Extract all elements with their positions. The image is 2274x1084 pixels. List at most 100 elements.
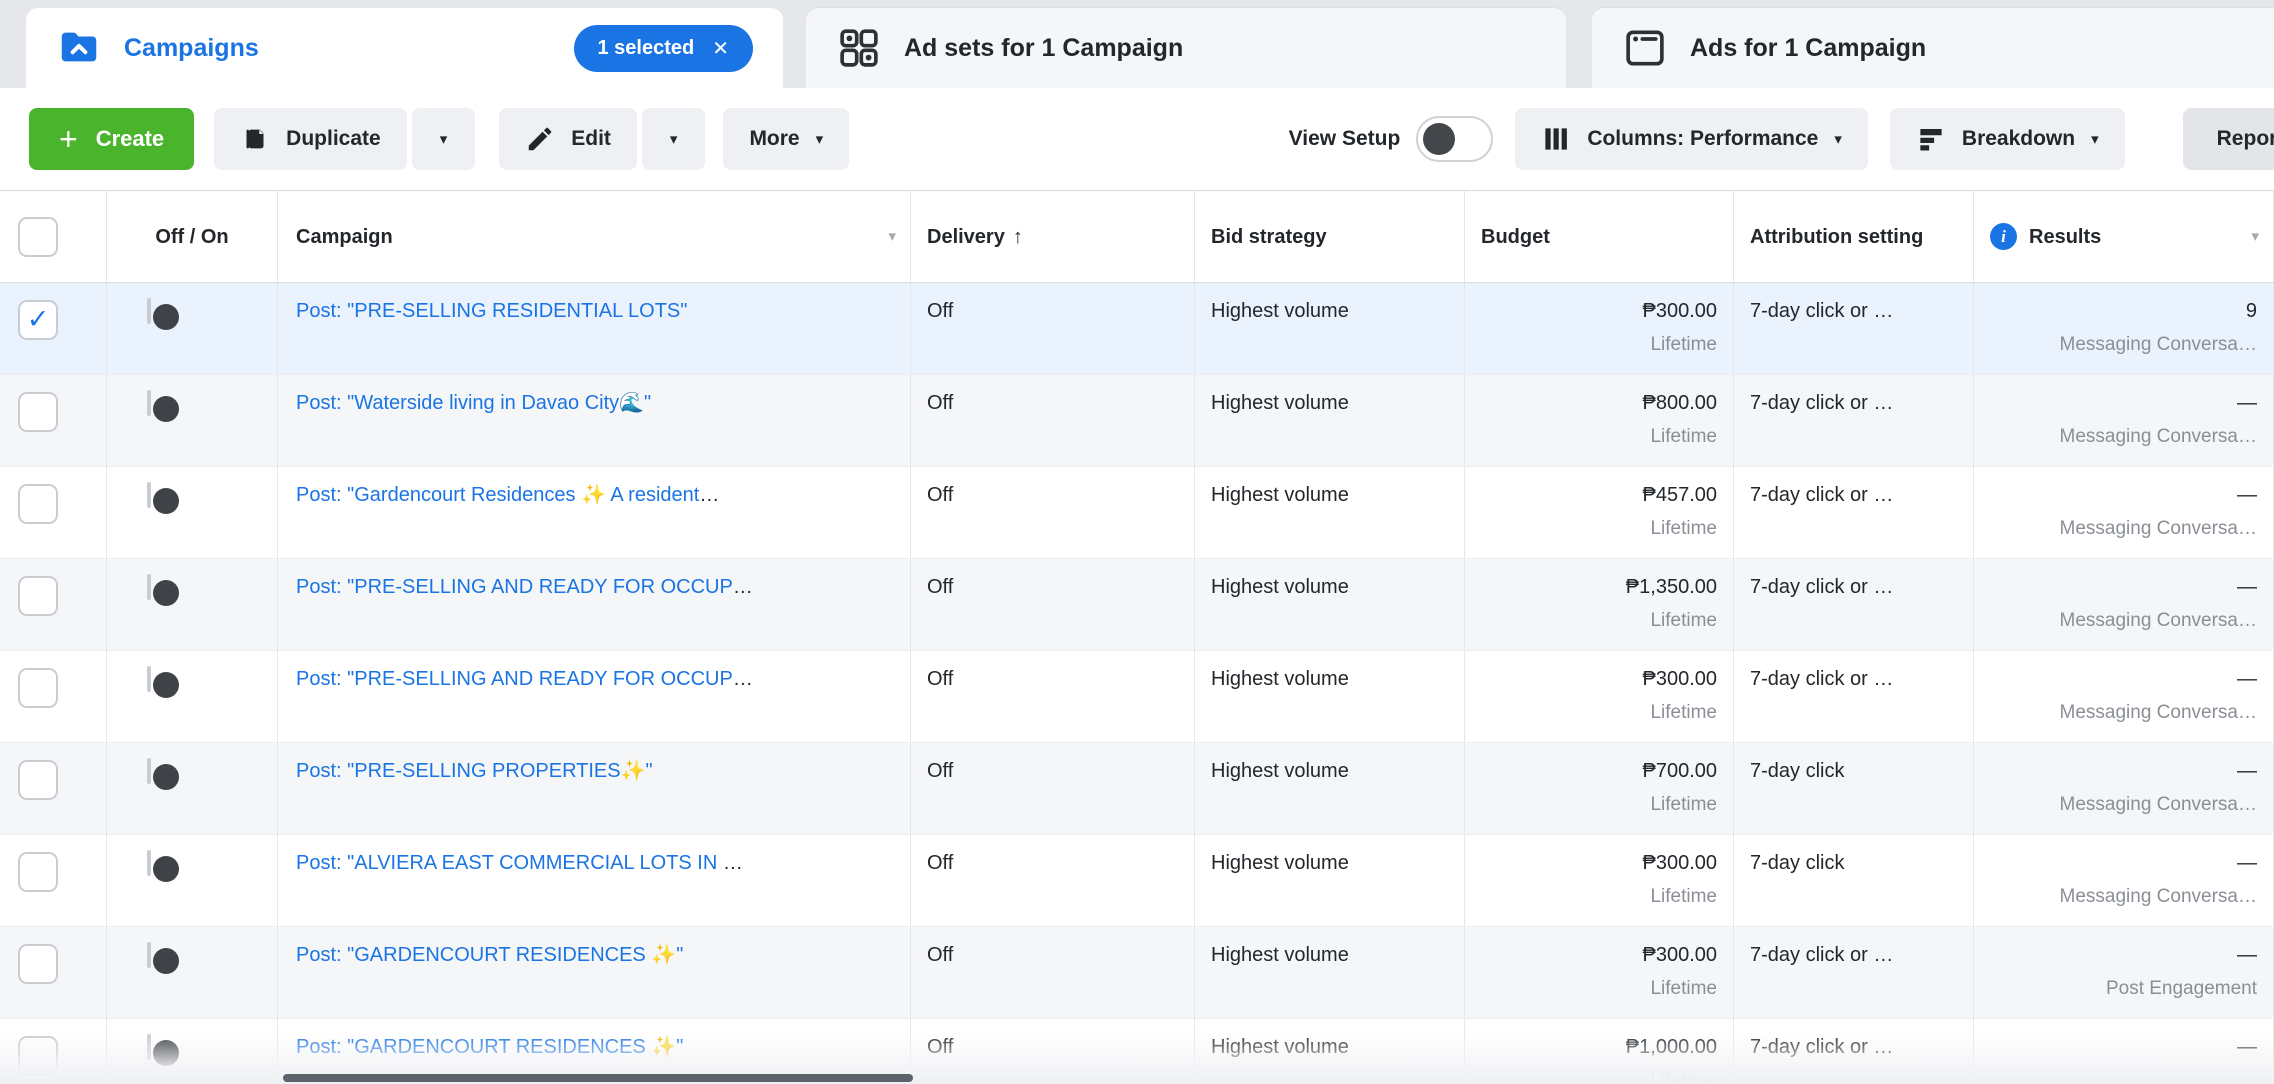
header-budget[interactable]: Budget (1465, 191, 1734, 282)
campaign-toggle-off[interactable] (147, 298, 179, 330)
row-checkbox[interactable] (18, 576, 58, 616)
row-checkbox[interactable] (18, 852, 58, 892)
campaign-cell: Post: "PRE-SELLING AND READY FOR OCCUP… (278, 559, 911, 650)
campaign-link[interactable]: Post: "PRE-SELLING AND READY FOR OCCUP (296, 576, 733, 598)
chevron-down-icon: ▾ (1834, 130, 1842, 148)
result-value: — (2237, 576, 2257, 598)
row-checkbox[interactable] (18, 1036, 58, 1076)
duplicate-button[interactable]: Duplicate (214, 108, 407, 170)
row-select-cell (0, 467, 107, 558)
budget-cell: ₱457.00 Lifetime (1465, 467, 1734, 558)
row-checkbox[interactable] (18, 484, 58, 524)
duplicate-dropdown-button[interactable]: ▾ (411, 108, 476, 170)
budget-type: Lifetime (1650, 610, 1717, 631)
table-body: Post: "PRE-SELLING RESIDENTIAL LOTS" Off… (0, 283, 2274, 1084)
campaign-link[interactable]: Post: "PRE-SELLING AND READY FOR OCCUP (296, 668, 733, 690)
tab-ads[interactable]: Ads for 1 Campaign (1592, 8, 2274, 88)
row-checkbox[interactable] (18, 944, 58, 984)
selected-count-label: 1 selected (597, 36, 695, 59)
campaign-toggle-off[interactable] (147, 942, 179, 974)
truncation-ellipsis: … (732, 668, 753, 690)
info-icon[interactable]: i (1990, 223, 2017, 250)
create-button[interactable]: + Create (29, 108, 195, 170)
result-type: Messaging Conversa… (2059, 702, 2257, 723)
header-delivery-label: Delivery (927, 225, 1005, 248)
delivery-cell: Off (911, 651, 1195, 742)
select-all-cell (0, 191, 107, 282)
chevron-down-icon: ▾ (815, 130, 824, 148)
header-delivery[interactable]: Delivery ↑ (911, 191, 1195, 282)
result-type: Messaging Conversa… (2059, 426, 2257, 447)
header-attribution[interactable]: Attribution setting (1734, 191, 1974, 282)
campaign-link[interactable]: Post: "PRE-SELLING PROPERTIES✨" (296, 760, 653, 782)
toggle-knob (153, 856, 179, 882)
selected-count-badge[interactable]: 1 selected ✕ (573, 24, 753, 72)
view-setup-label: View Setup (1288, 127, 1401, 150)
toggle-knob (153, 672, 179, 698)
header-bid-strategy[interactable]: Bid strategy (1195, 191, 1465, 282)
tab-ads-label: Ads for 1 Campaign (1690, 33, 1927, 62)
off-on-cell (107, 375, 278, 466)
sort-caret-icon[interactable]: ▾ (2251, 227, 2259, 245)
ad-sets-grid-icon (840, 29, 878, 67)
budget-type: Lifetime (1650, 1070, 1717, 1084)
result-value: — (2237, 944, 2257, 966)
campaign-link[interactable]: Post: "GARDENCOURT RESIDENCES ✨" (296, 944, 684, 966)
delivery-cell: Off (911, 283, 1195, 374)
campaign-toggle-off[interactable] (147, 390, 179, 422)
edit-dropdown-button[interactable]: ▾ (641, 108, 706, 170)
toggle-knob (1423, 123, 1456, 155)
header-off-on: Off / On (107, 191, 278, 282)
toggle-knob (153, 580, 179, 606)
row-checkbox[interactable] (18, 392, 58, 432)
campaign-toggle-off[interactable] (147, 666, 179, 698)
bid-strategy-cell: Highest volume (1195, 835, 1465, 926)
columns-button[interactable]: Columns: Performance ▾ (1515, 108, 1868, 170)
truncation-ellipsis: … (722, 852, 743, 874)
campaign-link[interactable]: Post: "ALVIERA EAST COMMERCIAL LOTS IN (296, 852, 723, 874)
campaign-link[interactable]: Post: "Waterside living in Davao City🌊" (296, 392, 652, 414)
more-button[interactable]: More ▾ (723, 108, 850, 170)
row-select-cell (0, 927, 107, 1018)
campaign-toggle-off[interactable] (147, 574, 179, 606)
header-campaign[interactable]: Campaign ▾ (278, 191, 911, 282)
campaign-link[interactable]: Post: "PRE-SELLING RESIDENTIAL LOTS" (296, 300, 688, 322)
campaign-link[interactable]: Post: "Gardencourt Residences ✨ A reside… (296, 484, 700, 506)
edit-button-label: Edit (571, 127, 611, 150)
campaign-toggle-off[interactable] (147, 850, 179, 882)
results-cell: — (1974, 1019, 2274, 1084)
table-row: Post: "Gardencourt Residences ✨ A reside… (0, 467, 2274, 559)
columns-button-label: Columns: Performance (1587, 127, 1819, 150)
attribution-cell: 7-day click or … (1734, 1019, 1974, 1084)
off-on-cell (107, 743, 278, 834)
edit-button[interactable]: Edit (499, 108, 637, 170)
budget-type: Lifetime (1650, 334, 1717, 355)
budget-type: Lifetime (1650, 518, 1717, 539)
campaign-toggle-off[interactable] (147, 482, 179, 514)
sort-caret-icon[interactable]: ▾ (888, 227, 896, 245)
horizontal-scrollbar-thumb[interactable] (283, 1074, 913, 1082)
attribution-cell: 7-day click or … (1734, 559, 1974, 650)
row-select-cell (0, 651, 107, 742)
reports-button[interactable]: Reports (2182, 108, 2274, 170)
row-select-cell (0, 559, 107, 650)
campaign-link[interactable]: Post: "GARDENCOURT RESIDENCES ✨" (296, 1036, 684, 1058)
sort-ascending-icon: ↑ (1012, 225, 1023, 248)
campaign-toggle-off[interactable] (147, 1034, 179, 1066)
view-setup-toggle[interactable] (1416, 116, 1494, 162)
header-results[interactable]: i Results ▾ (1974, 191, 2274, 282)
budget-amount: ₱300.00 (1642, 944, 1717, 966)
tab-campaigns[interactable]: Campaigns 1 selected ✕ (26, 8, 783, 88)
badge-close-icon[interactable]: ✕ (712, 37, 729, 60)
campaign-toggle-off[interactable] (147, 758, 179, 790)
delivery-cell: Off (911, 927, 1195, 1018)
campaign-cell: Post: "PRE-SELLING PROPERTIES✨" (278, 743, 911, 834)
select-all-checkbox[interactable] (18, 216, 58, 257)
row-checkbox-checked[interactable] (18, 300, 58, 340)
row-checkbox[interactable] (18, 760, 58, 800)
columns-icon (1545, 128, 1568, 150)
row-checkbox[interactable] (18, 668, 58, 708)
tab-ad-sets[interactable]: Ad sets for 1 Campaign (806, 8, 1566, 88)
breakdown-button[interactable]: Breakdown ▾ (1889, 108, 2125, 170)
